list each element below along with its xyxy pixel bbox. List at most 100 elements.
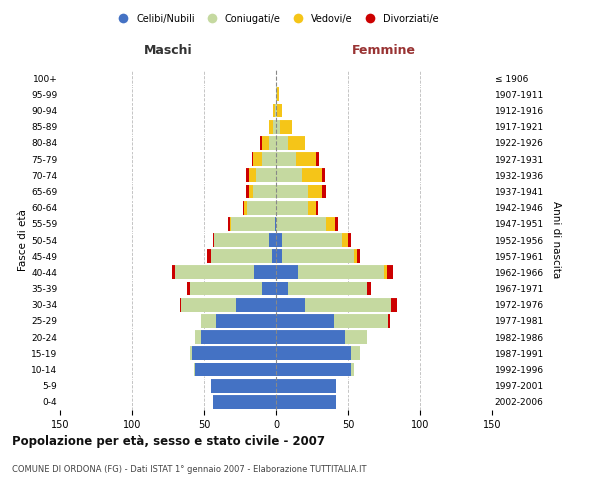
Bar bbox=[275, 217, 276, 230]
Bar bbox=[351, 346, 359, 360]
Bar bbox=[388, 314, 390, 328]
Legend: Celibi/Nubili, Coniugati/e, Vedovi/e, Divorziati/e: Celibi/Nubili, Coniugati/e, Vedovi/e, Di… bbox=[110, 10, 442, 28]
Bar bbox=[207, 250, 211, 263]
Bar bbox=[187, 282, 190, 296]
Bar bbox=[308, 200, 316, 214]
Y-axis label: Anni di nascita: Anni di nascita bbox=[551, 202, 560, 278]
Bar bbox=[316, 200, 318, 214]
Bar bbox=[276, 330, 345, 344]
Bar bbox=[282, 250, 354, 263]
Bar bbox=[244, 200, 247, 214]
Bar bbox=[211, 379, 276, 392]
Bar bbox=[276, 233, 282, 247]
Bar bbox=[276, 346, 351, 360]
Bar bbox=[276, 104, 277, 118]
Bar bbox=[384, 266, 387, 280]
Bar bbox=[334, 314, 388, 328]
Bar bbox=[287, 136, 305, 149]
Bar bbox=[251, 152, 253, 166]
Bar bbox=[262, 282, 276, 296]
Bar bbox=[236, 298, 276, 312]
Bar bbox=[243, 200, 244, 214]
Bar bbox=[276, 184, 308, 198]
Bar bbox=[254, 266, 276, 280]
Bar bbox=[248, 168, 256, 182]
Bar bbox=[277, 88, 279, 101]
Bar bbox=[342, 233, 348, 247]
Bar bbox=[273, 104, 275, 118]
Bar bbox=[201, 330, 276, 344]
Bar bbox=[262, 152, 276, 166]
Bar bbox=[260, 136, 262, 149]
Bar bbox=[215, 314, 276, 328]
Bar bbox=[247, 200, 276, 214]
Bar bbox=[276, 88, 277, 101]
Bar bbox=[190, 282, 262, 296]
Bar bbox=[253, 184, 276, 198]
Bar bbox=[175, 266, 254, 280]
Bar bbox=[276, 152, 296, 166]
Bar bbox=[196, 362, 276, 376]
Bar bbox=[201, 314, 215, 328]
Bar bbox=[391, 298, 397, 312]
Bar bbox=[193, 346, 276, 360]
Bar bbox=[230, 217, 232, 230]
Bar bbox=[348, 233, 351, 247]
Bar bbox=[172, 266, 175, 280]
Bar bbox=[275, 104, 276, 118]
Text: COMUNE DI ORDONA (FG) - Dati ISTAT 1° gennaio 2007 - Elaborazione TUTTITALIA.IT: COMUNE DI ORDONA (FG) - Dati ISTAT 1° ge… bbox=[12, 465, 367, 474]
Bar bbox=[273, 120, 276, 134]
Bar bbox=[296, 152, 316, 166]
Bar bbox=[246, 184, 248, 198]
Bar bbox=[335, 217, 338, 230]
Bar bbox=[276, 282, 287, 296]
Bar bbox=[269, 136, 276, 149]
Bar bbox=[212, 395, 276, 409]
Bar bbox=[280, 120, 292, 134]
Bar bbox=[305, 298, 391, 312]
Bar bbox=[276, 250, 282, 263]
Bar bbox=[282, 233, 342, 247]
Bar bbox=[214, 233, 269, 247]
Bar bbox=[308, 184, 322, 198]
Bar bbox=[356, 250, 359, 263]
Bar bbox=[316, 152, 319, 166]
Bar bbox=[212, 233, 214, 247]
Bar bbox=[246, 168, 248, 182]
Text: Femmine: Femmine bbox=[352, 44, 416, 57]
Bar bbox=[276, 168, 302, 182]
Bar bbox=[345, 330, 367, 344]
Y-axis label: Fasce di età: Fasce di età bbox=[18, 209, 28, 271]
Bar bbox=[190, 346, 193, 360]
Bar bbox=[302, 168, 322, 182]
Bar bbox=[322, 168, 325, 182]
Text: Popolazione per età, sesso e stato civile - 2007: Popolazione per età, sesso e stato civil… bbox=[12, 435, 325, 448]
Bar bbox=[248, 184, 253, 198]
Bar bbox=[272, 250, 276, 263]
Bar bbox=[276, 362, 351, 376]
Bar bbox=[256, 168, 276, 182]
Bar bbox=[253, 152, 262, 166]
Bar bbox=[276, 298, 305, 312]
Bar bbox=[179, 298, 181, 312]
Bar bbox=[276, 136, 287, 149]
Bar bbox=[351, 362, 354, 376]
Bar bbox=[354, 250, 356, 263]
Bar bbox=[276, 395, 337, 409]
Bar bbox=[194, 362, 196, 376]
Bar bbox=[211, 250, 272, 263]
Bar bbox=[387, 266, 392, 280]
Bar bbox=[276, 379, 337, 392]
Bar bbox=[298, 266, 384, 280]
Bar bbox=[229, 217, 230, 230]
Bar bbox=[276, 217, 326, 230]
Text: Maschi: Maschi bbox=[143, 44, 193, 57]
Bar bbox=[276, 200, 308, 214]
Bar bbox=[367, 282, 371, 296]
Bar bbox=[277, 104, 282, 118]
Bar bbox=[287, 282, 367, 296]
Bar bbox=[276, 314, 334, 328]
Bar bbox=[262, 136, 269, 149]
Bar bbox=[276, 120, 280, 134]
Bar bbox=[232, 217, 275, 230]
